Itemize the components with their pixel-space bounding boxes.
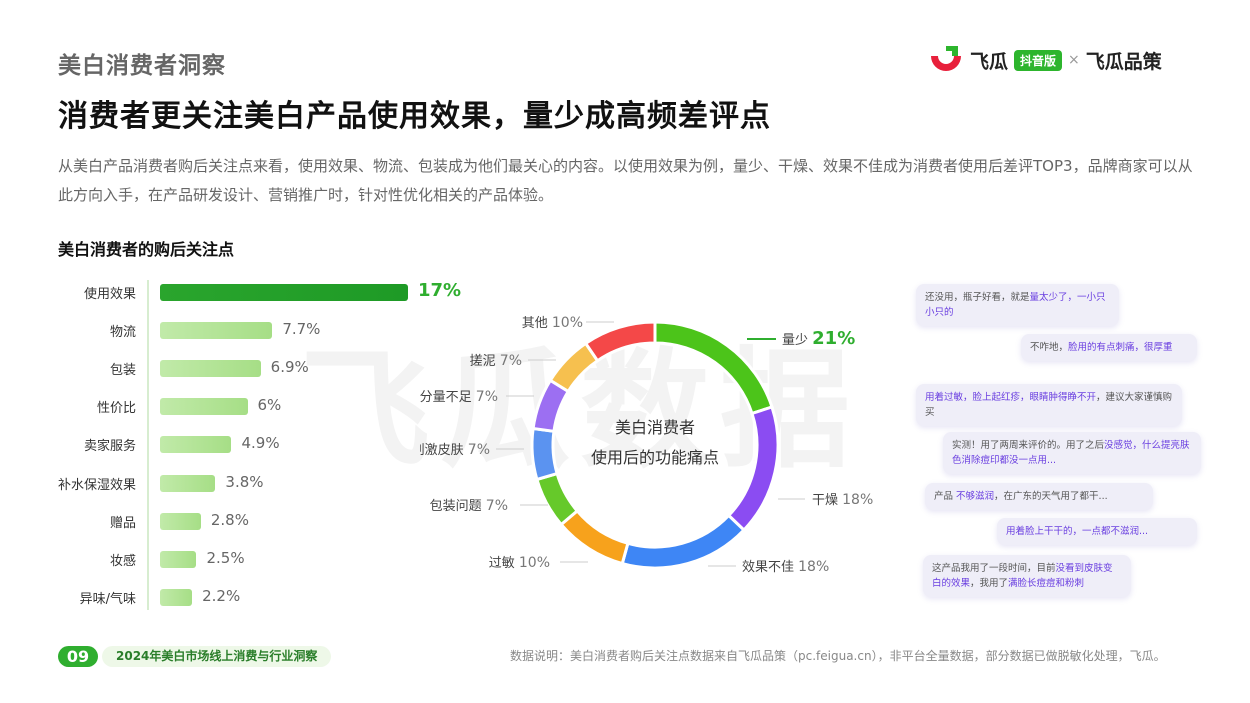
donut-slice xyxy=(535,471,580,527)
review-text: 不咋地， xyxy=(1030,342,1069,353)
bar-mark xyxy=(160,588,193,606)
review-text: ，建议大家谨慎购买 xyxy=(925,392,1173,418)
donut-label: 效果不佳 18% xyxy=(742,559,829,575)
donut-slice xyxy=(726,405,780,533)
bar-category-label: 异味/气味 xyxy=(79,591,136,607)
review-highlight: 量太少了，一小只小只的 xyxy=(925,292,1106,318)
bar-mark xyxy=(160,436,232,454)
review-highlight: 满脸长痘痘和粉刺 xyxy=(1008,578,1085,589)
donut-slice xyxy=(653,320,774,416)
donut-center-text: 使用后的功能痛点 xyxy=(591,448,719,467)
feigua-logo-icon xyxy=(931,46,961,71)
bar-chart: 使用效果 17% 物流 7.7% 包装 6.9% 性价比 6% 卖家服务 4.9% 补水保湿效果 3.… xyxy=(0,0,470,620)
bar-mark xyxy=(160,360,261,378)
bar-value-label: 6.9% xyxy=(270,358,309,377)
review-text: 这产品我用了一段时间，目前 xyxy=(932,563,1056,574)
donut-chart: 量少 21% 干燥 18% 效果不佳 18% 过敏 10% 包装问题 7% 刺激皮肤 7%… xyxy=(420,315,873,575)
donut-label: 刺激皮肤 7% xyxy=(420,442,490,458)
bar-value-label: 2.2% xyxy=(202,586,241,605)
donut-slice xyxy=(530,426,559,482)
bar-mark xyxy=(160,284,408,301)
data-note: 数据说明：美白消费者购后关注点数据来自飞瓜品策（pc.feigua.cn），非平… xyxy=(510,649,1166,663)
bar-category-label: 使用效果 xyxy=(83,287,136,302)
review-highlight: 用着过敏，脸上起红疹，眼睛肿得睁不开 xyxy=(925,392,1097,403)
section-title: 美白消费者洞察 xyxy=(58,53,226,79)
review-text: 还没用，瓶子好看，就是 xyxy=(925,292,1030,303)
donut-slice xyxy=(620,513,747,570)
donut-label: 量少 21% xyxy=(782,328,855,349)
bar-category-label: 卖家服务 xyxy=(83,439,136,455)
logo-badge: 抖音版 xyxy=(1014,49,1063,71)
review-text: 产品 xyxy=(934,491,957,502)
review-highlight: 没看到皮肤变白的效果 xyxy=(932,563,1113,589)
bar-category-label: 包装 xyxy=(109,363,136,379)
review-quote: 用着脸上干干的，一点都不滋润... xyxy=(997,518,1197,545)
review-quote: 产品 不够滋润，在广东的天气用了都干... xyxy=(925,483,1153,510)
bar-value-label: 4.9% xyxy=(241,434,280,453)
logo-partner-name: 飞瓜品策 xyxy=(1085,50,1162,73)
review-text: 实测！用了两周来评价的。用了之后 xyxy=(952,440,1105,451)
review-highlight: 不够滋润 xyxy=(956,491,995,502)
review-text: ，在广东的天气用了都干... xyxy=(994,491,1108,502)
review-highlight: 用着脸上干干的，一点都不滋润... xyxy=(1006,526,1149,537)
bar-mark xyxy=(160,398,248,416)
donut-label: 其他 10% xyxy=(522,315,583,331)
bar-value-label: 2.8% xyxy=(210,510,249,529)
bar-value-label: 6% xyxy=(257,396,282,415)
logo-times: × xyxy=(1068,52,1080,68)
summary-paragraph: 从美白产品消费者购后关注点来看，使用效果、物流、包装成为他们最关心的内容。以使用… xyxy=(58,157,1193,204)
bar-category-label: 赠品 xyxy=(109,515,136,531)
bar-value-label: 3.8% xyxy=(225,472,264,491)
donut-center-text: 美白消费者 xyxy=(615,418,695,437)
bar-value-label: 17% xyxy=(418,280,462,301)
bar-category-label: 物流 xyxy=(109,325,136,341)
logo-brand-name: 飞瓜 xyxy=(970,50,1009,73)
bar-value-label: 2.5% xyxy=(206,548,245,567)
donut-label: 过敏 10% xyxy=(489,555,550,571)
donut-label: 干燥 18% xyxy=(812,492,873,508)
bar-mark xyxy=(160,474,216,492)
review-quote: 用着过敏，脸上起红疹，眼睛肿得睁不开，建议大家谨慎购买 xyxy=(916,384,1182,426)
donut-label: 搓泥 7% xyxy=(470,353,522,369)
review-highlight: 脸用的有点刺痛，很厚重 xyxy=(1068,342,1173,353)
bar-category-label: 妆感 xyxy=(109,553,136,569)
page-number: 09 xyxy=(58,646,98,667)
bar-chart-axis xyxy=(147,280,149,610)
donut-label: 分量不足 7% xyxy=(420,389,498,405)
bar-chart-title: 美白消费者的购后关注点 xyxy=(58,240,235,259)
donut-slice xyxy=(583,320,657,363)
report-title: 2024年美白市场线上消费与行业洞察 xyxy=(102,646,332,667)
review-quote: 不咋地，脸用的有点刺痛，很厚重 xyxy=(1021,334,1197,361)
bar-value-label: 7.7% xyxy=(282,320,321,339)
bar-mark xyxy=(160,512,201,530)
donut-slice xyxy=(559,508,630,566)
review-quote: 还没用，瓶子好看，就是量太少了，一小只小只的 xyxy=(916,284,1119,326)
review-text: ，我用了 xyxy=(970,578,1009,589)
review-quote: 这产品我用了一段时间，目前没看到皮肤变白的效果，我用了满脸长痘痘和粉刺 xyxy=(923,555,1131,597)
donut-label: 包装问题 7% xyxy=(430,498,508,514)
review-highlight: 没感觉，什么提亮肤色消除痘印都没一点用... xyxy=(952,440,1190,466)
brand-logo: 飞瓜 抖音版 × 飞瓜品策 xyxy=(928,44,1162,76)
bar-category-label: 补水保湿效果 xyxy=(57,477,136,493)
bar-mark xyxy=(160,322,273,340)
review-quotes: 还没用，瓶子好看，就是量太少了，一小只小只的不咋地，脸用的有点刺痛，很厚重用着过… xyxy=(913,280,1201,610)
page-title: 消费者更关注美白产品使用效果，量少成高频差评点 xyxy=(58,99,771,134)
bar-mark xyxy=(160,550,197,568)
review-quote: 实测！用了两周来评价的。用了之后没感觉，什么提亮肤色消除痘印都没一点用... xyxy=(943,432,1201,474)
bar-category-label: 性价比 xyxy=(96,401,136,417)
